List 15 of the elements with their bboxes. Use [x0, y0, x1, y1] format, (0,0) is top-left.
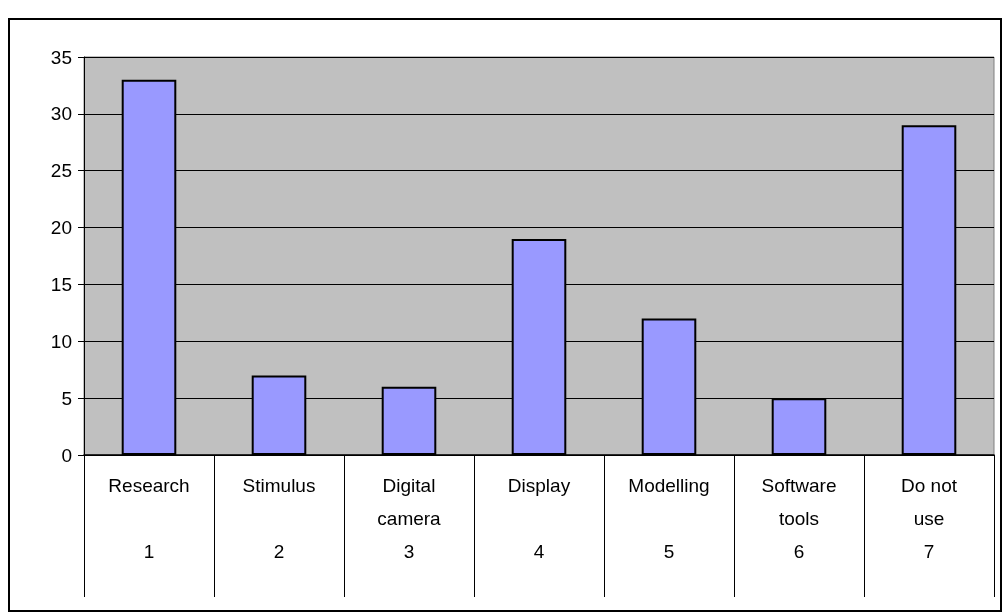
x-tick-label: Do not use 7 [901, 475, 958, 562]
category-label: Modelling 5 [628, 475, 710, 562]
x-tick-label: Software tools 6 [761, 475, 837, 562]
category-label: Research 1 [108, 475, 190, 562]
category-label: Display 4 [507, 475, 571, 562]
y-tick-label: 0 [61, 444, 72, 466]
y-tick-label: 10 [50, 330, 72, 352]
y-tick-label: 30 [50, 103, 72, 125]
y-tick-label: 20 [50, 217, 72, 239]
y-tick-label: 25 [50, 160, 72, 182]
y-tick-label: 15 [50, 273, 72, 295]
y-tick-label: 35 [50, 46, 72, 68]
x-tick-label: Digital camera 3 [377, 475, 442, 562]
category-label: Stimulus 2 [242, 475, 316, 562]
y-tick-label: 5 [61, 387, 72, 409]
